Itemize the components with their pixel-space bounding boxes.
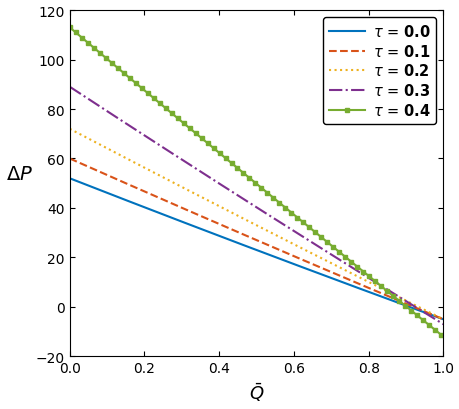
Line: $\tau$ = $\mathbf{0.3}$: $\tau$ = $\mathbf{0.3}$	[70, 88, 442, 324]
$\tau$ = $\mathbf{0.0}$	[246, 245, 252, 250]
$\tau$ = $\mathbf{0.2}$	[289, 241, 294, 246]
$\tau$ = $\mathbf{0.1}$	[431, 313, 436, 318]
Legend: $\tau$ = $\mathbf{0.0}$, $\tau$ = $\mathbf{0.1}$, $\tau$ = $\mathbf{0.2}$, $\tau: $\tau$ = $\mathbf{0.0}$, $\tau$ = $\math…	[322, 18, 435, 124]
$\tau$ = $\mathbf{0.3}$	[440, 322, 445, 327]
$\tau$ = $\mathbf{0.4}$	[244, 174, 249, 179]
$\tau$ = $\mathbf{0.3}$	[289, 228, 294, 233]
$\tau$ = $\mathbf{0.4}$	[372, 280, 378, 285]
$\tau$ = $\mathbf{0.0}$	[372, 292, 378, 297]
$\tau$ = $\mathbf{0.0}$	[67, 176, 73, 181]
$\tau$ = $\mathbf{0.3}$	[431, 317, 436, 321]
$\tau$ = $\mathbf{0.0}$	[244, 245, 249, 249]
$\tau$ = $\mathbf{0.3}$	[246, 201, 252, 206]
$\tau$ = $\mathbf{0.2}$	[372, 283, 378, 288]
$\tau$ = $\mathbf{0.1}$	[269, 245, 274, 249]
Line: $\tau$ = $\mathbf{0.4}$: $\tau$ = $\mathbf{0.4}$	[67, 26, 445, 339]
$\tau$ = $\mathbf{0.1}$	[246, 235, 252, 240]
$\tau$ = $\mathbf{0.2}$	[246, 220, 252, 225]
$\tau$ = $\mathbf{0.2}$	[440, 317, 445, 322]
$\tau$ = $\mathbf{0.0}$	[289, 261, 294, 266]
$\tau$ = $\mathbf{0.1}$	[440, 317, 445, 322]
$\tau$ = $\mathbf{0.2}$	[244, 218, 249, 223]
$\tau$ = $\mathbf{0.2}$	[67, 127, 73, 132]
$\tau$ = $\mathbf{0.4}$	[246, 176, 252, 181]
$\tau$ = $\mathbf{0.1}$	[289, 253, 294, 258]
$\tau$ = $\mathbf{0.4}$	[269, 195, 274, 200]
$\tau$ = $\mathbf{0.3}$	[67, 85, 73, 90]
Line: $\tau$ = $\mathbf{0.1}$: $\tau$ = $\mathbf{0.1}$	[70, 159, 442, 319]
$\tau$ = $\mathbf{0.4}$	[431, 327, 436, 332]
$\tau$ = $\mathbf{0.2}$	[431, 312, 436, 317]
$\tau$ = $\mathbf{0.1}$	[372, 289, 378, 294]
$\tau$ = $\mathbf{0.4}$	[289, 211, 294, 216]
Y-axis label: $\Delta P$: $\Delta P$	[6, 165, 33, 184]
$\tau$ = $\mathbf{0.1}$	[244, 234, 249, 239]
Line: $\tau$ = $\mathbf{0.0}$: $\tau$ = $\mathbf{0.0}$	[70, 179, 442, 319]
$\tau$ = $\mathbf{0.3}$	[269, 215, 274, 220]
$\tau$ = $\mathbf{0.0}$	[269, 254, 274, 258]
$\tau$ = $\mathbf{0.3}$	[244, 200, 249, 204]
Line: $\tau$ = $\mathbf{0.2}$: $\tau$ = $\mathbf{0.2}$	[70, 130, 442, 319]
$\tau$ = $\mathbf{0.3}$	[372, 280, 378, 285]
$\tau$ = $\mathbf{0.0}$	[431, 314, 436, 319]
$\tau$ = $\mathbf{0.4}$	[440, 334, 445, 339]
$\tau$ = $\mathbf{0.4}$	[67, 26, 73, 31]
$\tau$ = $\mathbf{0.2}$	[269, 231, 274, 236]
X-axis label: $\bar{Q}$: $\bar{Q}$	[248, 381, 264, 403]
$\tau$ = $\mathbf{0.0}$	[440, 317, 445, 322]
$\tau$ = $\mathbf{0.1}$	[67, 157, 73, 162]
